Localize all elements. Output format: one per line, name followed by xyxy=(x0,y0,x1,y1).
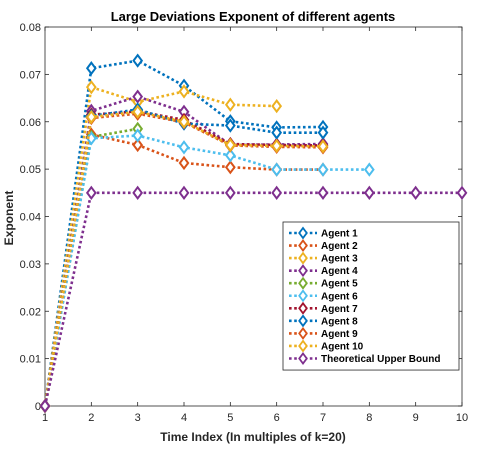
legend-swatch-marker xyxy=(298,251,308,265)
x-tick-label: 2 xyxy=(88,412,94,424)
data-point xyxy=(456,185,468,200)
data-point xyxy=(317,185,329,200)
data-point xyxy=(132,89,144,104)
x-tick-label: 4 xyxy=(181,412,187,424)
x-tick-label: 7 xyxy=(320,412,326,424)
legend-swatch-marker xyxy=(298,314,308,328)
y-tick-label: 0.08 xyxy=(20,22,41,34)
data-point xyxy=(224,97,236,112)
data-point xyxy=(271,138,283,154)
legend-swatch-marker xyxy=(298,264,308,278)
x-tick-label: 8 xyxy=(366,412,372,424)
chart-title: Large Deviations Exponent of different a… xyxy=(111,9,396,24)
x-tick-label: 10 xyxy=(456,412,468,424)
data-point xyxy=(178,155,190,171)
series-line xyxy=(43,85,277,407)
x-tick-label: 1 xyxy=(42,412,48,424)
legend-entry-label: Agent 6 xyxy=(321,291,358,302)
data-point xyxy=(224,137,236,153)
y-tick-label: 0.03 xyxy=(20,259,41,271)
y-tick-label: 0.07 xyxy=(20,69,41,81)
y-tick-label: 0.01 xyxy=(20,354,41,366)
data-point xyxy=(85,109,97,125)
data-point xyxy=(363,162,375,177)
data-point xyxy=(224,185,236,200)
y-tick-label: 0.05 xyxy=(20,164,41,176)
legend-swatch-marker xyxy=(298,301,308,315)
data-point xyxy=(271,162,283,177)
legend-swatch-marker xyxy=(298,239,308,253)
series-layer xyxy=(39,53,468,414)
data-point xyxy=(271,185,283,200)
data-point xyxy=(363,185,375,200)
x-tick-label: 9 xyxy=(413,412,419,424)
axes: 1 2 3 4 5 6 7 8 9 10 0 0.01 0.02 0.03 0.04 0.05 0.06 0.07… xyxy=(20,22,469,424)
legend-entry-label: Agent 2 xyxy=(321,241,358,252)
data-point xyxy=(271,98,283,114)
series-line xyxy=(43,134,370,407)
series-line xyxy=(43,191,462,407)
legend-swatch-marker xyxy=(298,289,308,303)
data-point xyxy=(410,185,422,200)
data-point xyxy=(317,162,329,177)
data-point xyxy=(317,125,329,140)
legend-swatch-marker xyxy=(298,326,308,340)
data-point xyxy=(178,114,190,129)
series-11 xyxy=(39,185,468,414)
x-axis-label: Time Index (In multiples of k=20) xyxy=(160,430,346,444)
legend-entry-label: Agent 5 xyxy=(321,279,358,290)
data-point xyxy=(85,61,97,76)
legend-swatch-marker xyxy=(298,339,308,353)
data-point xyxy=(178,84,190,99)
x-tick-label: 5 xyxy=(227,412,233,424)
legend-entry-label: Agent 4 xyxy=(321,266,358,277)
series-10 xyxy=(39,104,329,414)
legend-entry-label: Theoretical Upper Bound xyxy=(321,354,440,365)
data-point xyxy=(85,131,97,146)
data-point xyxy=(178,185,190,200)
data-point xyxy=(317,139,329,154)
legend-entry-label: Agent 9 xyxy=(321,329,358,340)
legend-entry-label: Agent 10 xyxy=(321,341,364,352)
x-tick-label: 6 xyxy=(274,412,280,424)
data-point xyxy=(85,79,97,95)
data-point xyxy=(132,185,144,200)
data-point xyxy=(132,128,144,143)
data-point xyxy=(132,53,144,68)
data-point xyxy=(132,104,144,119)
data-point xyxy=(271,125,283,140)
x-tick-label: 3 xyxy=(135,412,141,424)
legend-entry-label: Agent 3 xyxy=(321,254,358,265)
legend-entry-label: Agent 1 xyxy=(321,229,358,240)
y-tick-label: 0 xyxy=(35,401,41,413)
data-point xyxy=(132,137,144,153)
data-point xyxy=(224,160,236,175)
legend-swatch-marker xyxy=(298,276,308,290)
legend-box xyxy=(282,221,460,371)
data-point xyxy=(85,185,97,200)
legend-entry-label: Agent 8 xyxy=(321,316,358,327)
legend-swatch-marker xyxy=(298,352,308,365)
y-tick-label: 0.02 xyxy=(20,306,41,318)
legend-entry-label: Agent 7 xyxy=(321,304,358,315)
y-axis-label: Exponent xyxy=(2,191,16,246)
data-point xyxy=(224,118,236,133)
data-point xyxy=(178,140,190,155)
y-tick-label: 0.04 xyxy=(20,212,41,224)
series-6 xyxy=(39,128,375,414)
data-point xyxy=(224,148,236,163)
y-tick-label: 0.06 xyxy=(20,117,41,129)
data-point xyxy=(39,398,51,414)
legend-swatch-marker xyxy=(298,226,308,240)
